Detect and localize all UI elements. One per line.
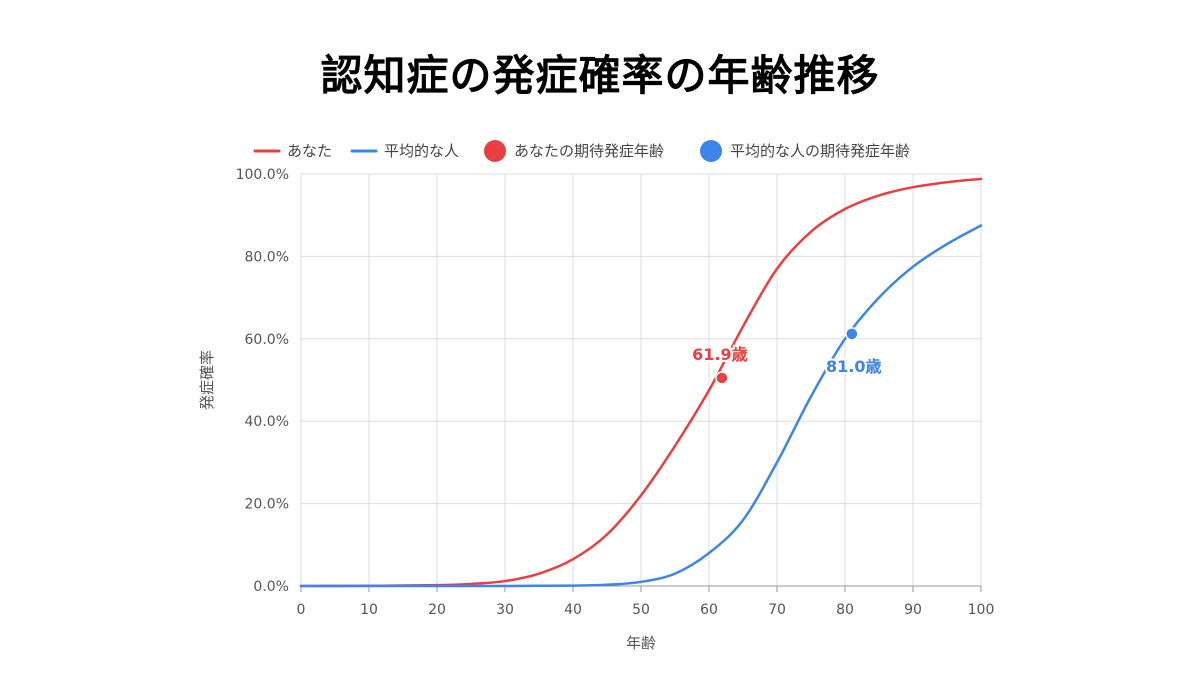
x-tick-label: 30: [496, 602, 514, 618]
x-tick-label: 70: [768, 602, 786, 618]
x-axis-title: 年齢: [626, 634, 656, 652]
grid: [300, 173, 982, 587]
legend-label: あなた: [287, 142, 332, 160]
expected-onset-label-you: 61.9歳: [692, 345, 747, 364]
y-tick-label: 0.0%: [253, 579, 289, 595]
expected-onset-label-average: 81.0歳: [826, 357, 881, 376]
x-tick-label: 80: [836, 602, 854, 618]
points-group: 61.9歳 81.0歳: [690, 327, 884, 385]
legend-label: あなたの期待発症年齢: [514, 142, 664, 160]
expected-onset-point-average: [845, 327, 859, 341]
series-line-you: [299, 177, 983, 588]
legend-label: 平均的な人: [384, 142, 459, 160]
series-line-average: [299, 224, 983, 588]
y-tick-label: 100.0%: [236, 167, 289, 183]
x-tick-label: 90: [904, 602, 922, 618]
axes: 0 10 20 30 40 50 60 70 80 90 100 0.0% 20.0% 40.0% 60.0…: [198, 167, 994, 652]
x-tick-label: 0: [297, 602, 306, 618]
y-tick-label: 80.0%: [245, 249, 289, 265]
x-tick-label: 20: [428, 602, 446, 618]
chart-title: 認知症の発症確率の年齢推移: [320, 51, 880, 100]
x-tick-label: 60: [700, 602, 718, 618]
y-tick-label: 60.0%: [245, 332, 289, 348]
x-tick-label: 10: [360, 602, 378, 618]
legend-swatch-dot: [484, 140, 506, 162]
y-tick-label: 40.0%: [245, 414, 289, 430]
x-tick-label: 40: [564, 602, 582, 618]
series-group: [299, 177, 983, 588]
expected-onset-point-you: [715, 371, 729, 385]
legend-swatch-dot: [700, 140, 722, 162]
y-axis-title: 発症確率: [198, 350, 216, 410]
y-tick-label: 20.0%: [245, 497, 289, 513]
legend: あなた 平均的な人 あなたの期待発症年齢 平均的な人の期待発症年齢: [253, 140, 910, 162]
x-tick-label: 50: [632, 602, 650, 618]
legend-label: 平均的な人の期待発症年齢: [730, 142, 910, 160]
x-tick-label: 100: [968, 602, 995, 618]
